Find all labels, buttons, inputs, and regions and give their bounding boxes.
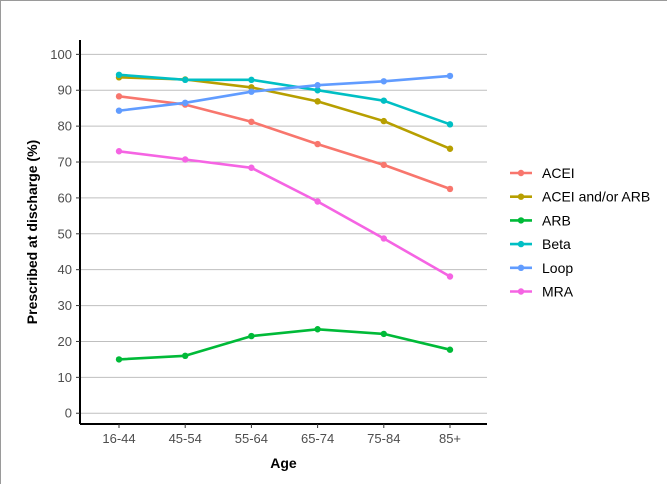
data-point — [248, 332, 255, 340]
data-point — [248, 164, 255, 171]
x-tick-label: 75-84 — [367, 431, 400, 446]
y-tick-label: 90 — [58, 83, 72, 98]
series-points — [115, 71, 454, 363]
data-point — [182, 99, 189, 107]
data-point — [182, 156, 189, 163]
data-point — [446, 346, 454, 353]
series-lines — [118, 73, 451, 361]
y-tick-label: 80 — [58, 119, 72, 134]
data-point — [314, 82, 321, 89]
data-point — [314, 87, 321, 94]
data-point — [182, 76, 189, 84]
data-point — [115, 93, 123, 100]
x-axis-ticks: 16-44 45-54 55-64 65-74 75-84 85+ — [102, 424, 461, 446]
data-point — [115, 356, 123, 363]
legend-label: ACEI — [542, 165, 575, 181]
data-point — [248, 118, 255, 126]
x-tick-label: 16-44 — [102, 431, 135, 446]
legend-label: ARB — [542, 212, 571, 228]
series-line-arb — [118, 328, 451, 361]
y-tick-label: 100 — [50, 47, 72, 62]
data-point — [182, 352, 189, 360]
legend-label: ACEI and/or ARB — [542, 189, 650, 205]
series-line-loop — [118, 74, 451, 112]
y-tick-label: 30 — [58, 298, 72, 313]
legend-label: Loop — [542, 260, 573, 276]
data-point — [248, 88, 255, 95]
legend-key-point — [517, 264, 525, 271]
legend-key-point — [517, 288, 525, 295]
x-tick-label: 85+ — [439, 431, 461, 446]
y-axis-ticks: 0 10 20 30 40 50 60 70 80 90 100 — [50, 47, 80, 421]
legend-key-point — [517, 193, 525, 200]
legend: ACEI ACEI and/or ARB ARB Beta Loop MRA — [510, 165, 650, 300]
data-point — [446, 121, 454, 128]
data-point — [115, 107, 123, 114]
gridlines — [80, 53, 487, 414]
series-line-mra — [118, 150, 451, 278]
data-point — [380, 161, 387, 169]
y-tick-label: 10 — [58, 370, 72, 385]
y-tick-label: 70 — [58, 155, 72, 170]
legend-key-point — [517, 169, 525, 177]
data-point — [314, 198, 321, 205]
data-point — [380, 235, 387, 242]
data-point — [380, 78, 387, 85]
data-point — [248, 76, 255, 84]
data-point — [446, 273, 454, 280]
data-point — [446, 72, 454, 80]
data-point — [314, 140, 321, 148]
legend-key-point — [517, 240, 525, 248]
data-point — [446, 185, 454, 193]
y-tick-label: 40 — [58, 262, 72, 277]
legend-label: Beta — [542, 236, 571, 252]
legend-key-point — [517, 217, 525, 224]
x-tick-label: 65-74 — [301, 431, 334, 446]
data-point — [115, 148, 123, 155]
x-axis-title: Age — [270, 455, 297, 471]
series-line-beta — [118, 73, 451, 126]
data-point — [314, 326, 321, 333]
legend-label: MRA — [542, 284, 574, 300]
y-tick-label: 0 — [65, 406, 72, 421]
y-tick-label: 50 — [58, 226, 72, 241]
y-axis-title: Prescribed at discharge (%) — [24, 140, 40, 324]
series-line-acei — [118, 95, 451, 191]
data-point — [380, 97, 387, 104]
data-point — [380, 117, 387, 125]
x-tick-label: 55-64 — [235, 431, 268, 446]
y-tick-label: 20 — [58, 334, 72, 349]
y-tick-label: 60 — [58, 190, 72, 205]
data-point — [380, 330, 387, 338]
data-point — [446, 145, 454, 152]
data-point — [314, 98, 321, 105]
x-tick-label: 45-54 — [169, 431, 202, 446]
data-point — [115, 71, 123, 79]
